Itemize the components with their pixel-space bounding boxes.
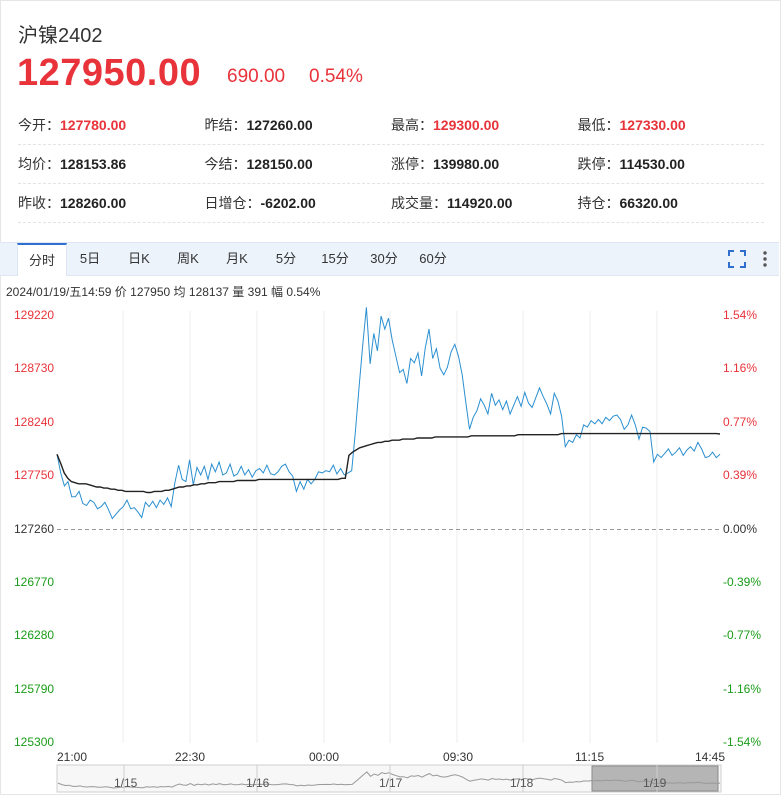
navigator-label: 1/19: [643, 776, 667, 790]
fullscreen-icon[interactable]: [727, 249, 747, 269]
stat-open-interest: 持仓： 66320.00: [577, 195, 678, 211]
stats-row: 昨收： 128260.00 日增仓： -6202.00 成交量： 114920.00 …: [18, 184, 764, 223]
stat-prev-close: 昨收： 128260.00: [18, 195, 127, 211]
more-vertical-icon[interactable]: [755, 249, 775, 269]
y-tick-label: 128240: [14, 414, 55, 429]
stat-low: 最低： 127330.00: [577, 117, 686, 133]
navigator-selection: [591, 765, 719, 792]
last-price: 127950.00: [17, 52, 202, 94]
y-tick-label: 126280: [14, 628, 55, 643]
period-tabs: 分时 5日 日K 周K 月K 5分 15分 30分 60分: [0, 242, 779, 276]
y-tick-label-pct: 1.16%: [723, 361, 758, 376]
stat-limit-up: 涨停： 139980.00: [391, 156, 500, 172]
stat-prev-settle: 昨结： 127260.00: [204, 117, 313, 133]
y-tick-label: 125300: [14, 735, 55, 749]
y-tick-label-pct: -0.39%: [723, 574, 762, 589]
price-change: 690.00: [227, 66, 286, 87]
contract-title: 沪镍2402: [18, 25, 103, 47]
y-tick-label-pct: -1.16%: [723, 681, 762, 696]
navigator-label: 1/15: [114, 776, 138, 790]
stat-limit-down: 跌停： 114530.00: [577, 156, 685, 172]
x-tick-label: 00:00: [309, 750, 340, 764]
stat-oi-change: 日增仓： -6202.00: [204, 195, 316, 211]
stat-avg-price: 均价： 128153.86: [18, 156, 127, 172]
tab-intraday[interactable]: 分时: [17, 243, 67, 276]
tab-5min[interactable]: 5分: [275, 251, 297, 266]
navigator-label: 1/18: [510, 776, 534, 790]
stat-volume: 成交量： 114920.00: [391, 195, 513, 211]
x-tick-label: 09:30: [443, 750, 474, 764]
stats-row: 今开： 127780.00 昨结： 127260.00 最高： 129300.00 最…: [18, 106, 764, 145]
stats-row: 均价： 128153.86 今结： 128150.00 涨停： 139980.00 跌…: [18, 145, 764, 184]
navigator-label: 1/16: [246, 776, 270, 790]
navigator-label: 1/17: [379, 776, 403, 790]
stat-open: 今开： 127780.00: [18, 117, 127, 133]
tab-5day[interactable]: 5日: [79, 251, 101, 266]
y-tick-label: 126770: [14, 574, 55, 589]
tab-30min[interactable]: 30分: [370, 251, 398, 266]
x-tick-label: 22:30: [175, 750, 206, 764]
y-tick-label-pct: 0.00%: [723, 521, 758, 536]
x-tick-label: 11:15: [575, 750, 605, 764]
y-tick-label-pct: 0.77%: [723, 414, 758, 429]
y-tick-label-pct: -0.77%: [723, 628, 762, 643]
navigator-line: [57, 771, 721, 789]
price-change-percent: 0.54%: [309, 66, 363, 87]
x-tick-label: 21:00: [57, 750, 88, 764]
y-tick-label-pct: 0.39%: [723, 468, 758, 483]
y-tick-label: 128730: [14, 361, 55, 376]
crosshair-info: 2024/01/19/五14:59 价 127950 均 128137 量 39…: [6, 285, 321, 299]
y-tick-label-pct: -1.54%: [723, 735, 762, 749]
x-tick-label: 14:45: [695, 750, 726, 764]
y-tick-label: 127750: [14, 468, 55, 483]
tab-60min[interactable]: 60分: [419, 251, 447, 266]
tab-weekly-k[interactable]: 周K: [177, 251, 199, 266]
price-line: [56, 307, 721, 520]
tab-daily-k[interactable]: 日K: [128, 251, 150, 266]
y-tick-label: 125790: [14, 681, 55, 696]
tab-monthly-k[interactable]: 月K: [226, 251, 248, 266]
y-tick-label: 127260: [14, 521, 55, 536]
stats-grid: 今开： 127780.00 昨结： 127260.00 最高： 129300.00 最…: [18, 106, 764, 223]
y-tick-label-pct: 1.54%: [723, 308, 758, 322]
stat-settle: 今结： 128150.00: [204, 156, 313, 172]
average-line: [56, 432, 721, 494]
stat-high: 最高： 129300.00: [391, 117, 500, 133]
y-tick-label: 129220: [14, 308, 55, 322]
tab-15min[interactable]: 15分: [321, 251, 349, 266]
